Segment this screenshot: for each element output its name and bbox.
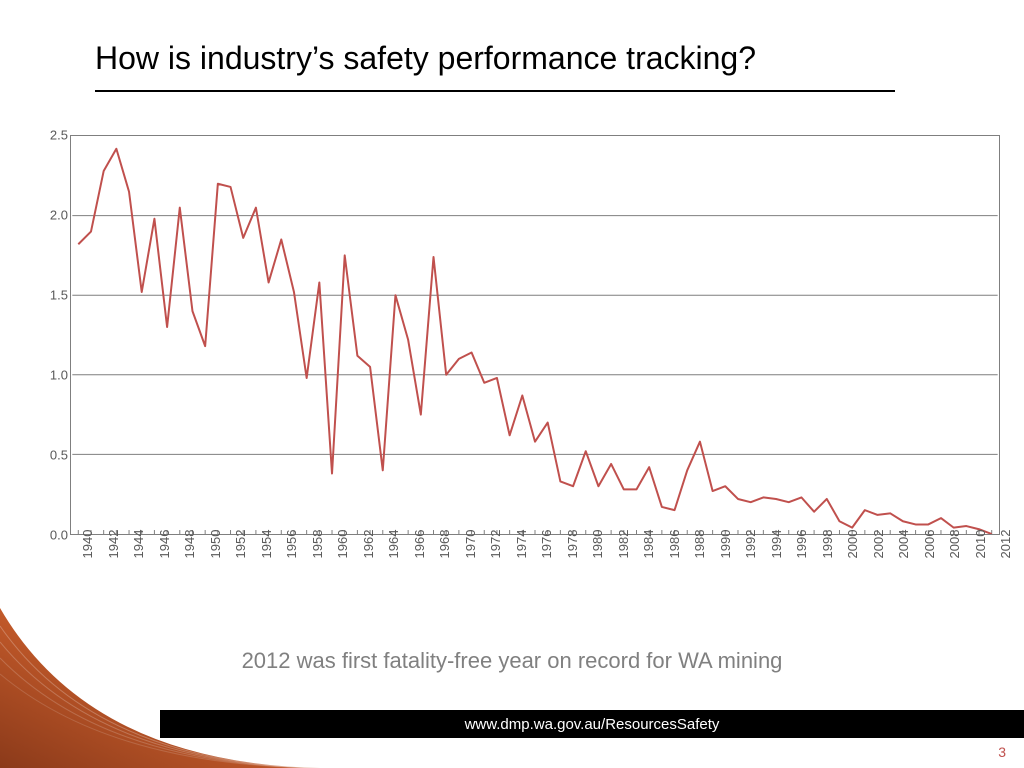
x-tick-label: 2010 [973,530,988,559]
x-tick-label: 2006 [922,530,937,559]
x-tick-label: 1946 [157,530,172,559]
x-tick-label: 1976 [539,530,554,559]
x-tick-label: 1962 [361,530,376,559]
x-tick-label: 1990 [718,530,733,559]
x-tick-label: 2012 [998,530,1013,559]
x-tick-label: 1980 [590,530,605,559]
x-tick-label: 1992 [743,530,758,559]
x-tick-label: 1996 [794,530,809,559]
slide: How is industry’s safety performance tra… [0,0,1024,768]
title-underline [95,90,895,92]
x-tick-label: 1974 [514,530,529,559]
x-tick-label: 1950 [208,530,223,559]
x-tick-label: 1982 [616,530,631,559]
x-tick-label: 2004 [896,530,911,559]
y-tick-label: 0.5 [50,448,68,463]
x-tick-label: 2002 [871,530,886,559]
x-tick-label: 1956 [284,530,299,559]
chart-plot-area [70,135,1000,535]
y-tick-label: 0.0 [50,528,68,543]
y-tick-labels: 0.00.51.01.52.02.5 [38,135,68,535]
x-tick-label: 1942 [106,530,121,559]
chart-caption: 2012 was first fatality-free year on rec… [0,648,1024,674]
x-tick-label: 1964 [386,530,401,559]
x-tick-labels: 1940194219441946194819501952195419561958… [70,540,1000,590]
corner-decoration [0,608,320,768]
page-title: How is industry’s safety performance tra… [95,40,756,77]
x-tick-label: 1948 [182,530,197,559]
x-tick-label: 2000 [845,530,860,559]
x-tick-label: 1984 [641,530,656,559]
x-tick-label: 1994 [769,530,784,559]
x-tick-label: 1952 [233,530,248,559]
x-tick-label: 1944 [131,530,146,559]
x-tick-label: 1986 [667,530,682,559]
x-tick-label: 1954 [259,530,274,559]
footer-bar: www.dmp.wa.gov.au/ResourcesSafety [160,710,1024,738]
x-tick-label: 1972 [488,530,503,559]
x-tick-label: 1940 [80,530,95,559]
y-tick-label: 2.5 [50,128,68,143]
chart-line [71,136,999,534]
x-tick-label: 1958 [310,530,325,559]
x-tick-label: 1998 [820,530,835,559]
x-tick-label: 1966 [412,530,427,559]
x-tick-label: 1970 [463,530,478,559]
y-tick-label: 1.5 [50,288,68,303]
x-tick-label: 1968 [437,530,452,559]
footer-url: www.dmp.wa.gov.au/ResourcesSafety [465,716,720,733]
x-tick-label: 1978 [565,530,580,559]
x-tick-label: 2008 [947,530,962,559]
x-tick-label: 1960 [335,530,350,559]
y-tick-label: 2.0 [50,208,68,223]
y-tick-label: 1.0 [50,368,68,383]
page-number: 3 [998,744,1006,760]
x-tick-label: 1988 [692,530,707,559]
